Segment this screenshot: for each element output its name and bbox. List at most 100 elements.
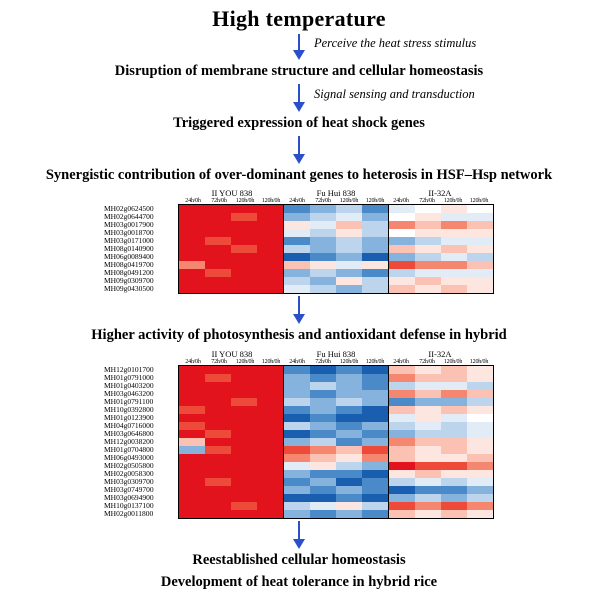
heatmap-cell [205, 277, 231, 285]
heatmap-cell [441, 454, 467, 462]
heatmap-cell [389, 446, 415, 454]
heatmap-cell [284, 253, 310, 261]
heatmap-cell [179, 446, 205, 454]
heatmap-cell [284, 261, 310, 269]
heatmap-cell [205, 478, 231, 486]
heatmap-cell [441, 237, 467, 245]
heatmap-cell [205, 510, 231, 518]
heatmap-cell [179, 494, 205, 502]
heatmap-cell [389, 374, 415, 382]
heatmap-cell [179, 277, 205, 285]
heatmap-cell [441, 494, 467, 502]
heatmap-cell [284, 205, 310, 213]
heatmap-cell [257, 462, 283, 470]
heatmap-cell [441, 221, 467, 229]
heatmap-cell [362, 277, 388, 285]
heatmap-cell [257, 510, 283, 518]
heatmap-cell [310, 245, 336, 253]
heatmap-cell [205, 470, 231, 478]
heatmap-cell [467, 285, 493, 293]
heatmap-cell [310, 398, 336, 406]
heatmap-cell [179, 398, 205, 406]
heatmap-cell [179, 261, 205, 269]
heatmap-cell [389, 390, 415, 398]
heatmap-cell [441, 374, 467, 382]
heatmap-cell [310, 205, 336, 213]
heatmap-cell [415, 382, 441, 390]
heatmap-cell [389, 414, 415, 422]
heatmap-cell [467, 430, 493, 438]
heatmap-cell [310, 253, 336, 261]
heatmap-cell [415, 502, 441, 510]
heatmap-cell [231, 446, 257, 454]
heatmap-cell [231, 494, 257, 502]
heatmap-cell [467, 502, 493, 510]
heatmap-cell [467, 494, 493, 502]
heatmap-sample-header: Fu Hui 838 [284, 188, 388, 198]
heatmap-cell [284, 285, 310, 293]
heatmap-cell [336, 277, 362, 285]
heatmap-cell [441, 277, 467, 285]
heatmap-cell [179, 205, 205, 213]
heatmap-cell [415, 374, 441, 382]
heatmap-cell [231, 510, 257, 518]
heatmap-cell [284, 454, 310, 462]
heatmap-cell [467, 422, 493, 430]
heatmap-cell [441, 406, 467, 414]
heatmap-cell [362, 285, 388, 293]
heatmap-cell [336, 422, 362, 430]
heatmap-cell [362, 245, 388, 253]
heatmap-cell [441, 382, 467, 390]
heatmap-cell [389, 382, 415, 390]
heatmap-cell [284, 382, 310, 390]
heatmap-cell [362, 261, 388, 269]
heatmap-cell [415, 245, 441, 253]
arrow-2-wrap: Signal sensing and transduction [0, 82, 598, 112]
heatmap-cell [257, 414, 283, 422]
heatmap-cell [336, 502, 362, 510]
heatmap-cell [231, 454, 257, 462]
heatmap-cell [179, 253, 205, 261]
heatmap-cell [336, 414, 362, 422]
heatmap-cell [284, 438, 310, 446]
heatmap-cell [415, 213, 441, 221]
heatmap-cell [310, 430, 336, 438]
heatmap-cell [205, 462, 231, 470]
arrow-5 [0, 519, 598, 549]
heatmap-cell [441, 510, 467, 518]
heatmap-cell [467, 261, 493, 269]
heatmap-cell [415, 366, 441, 374]
heatmap-cell [231, 261, 257, 269]
heatmap-cell [336, 221, 362, 229]
heatmap-cell [362, 269, 388, 277]
step-5b: Development of heat tolerance in hybrid … [161, 573, 437, 591]
heatmap-cell [415, 253, 441, 261]
heatmap-cell [362, 253, 388, 261]
heatmap-cell [336, 261, 362, 269]
heatmap-cell [205, 438, 231, 446]
step-5a: Reestablished cellular homeostasis [192, 551, 405, 569]
heatmap-cell [336, 390, 362, 398]
heatmap-cell [389, 454, 415, 462]
heatmap-cell [441, 438, 467, 446]
heatmap-cell [441, 261, 467, 269]
heatmap-cell [205, 213, 231, 221]
heatmap-cell [205, 454, 231, 462]
note-2: Signal sensing and transduction [314, 87, 475, 102]
heatmap-cell [415, 486, 441, 494]
heatmap-cell [415, 285, 441, 293]
heatmap-cell [284, 237, 310, 245]
heatmap-cell [336, 430, 362, 438]
heatmap-cell [179, 366, 205, 374]
heatmap-cell [441, 205, 467, 213]
heatmap-cell [362, 502, 388, 510]
heatmap-cell [179, 382, 205, 390]
heatmap-cell [205, 390, 231, 398]
heatmap-cell [415, 494, 441, 502]
heatmap-cell [467, 438, 493, 446]
arrow-4 [0, 294, 598, 324]
heatmap-cell [336, 366, 362, 374]
flow-column: High temperature Perceive the heat stres… [0, 0, 598, 593]
heatmap-cell [336, 382, 362, 390]
heatmap-cell [205, 414, 231, 422]
